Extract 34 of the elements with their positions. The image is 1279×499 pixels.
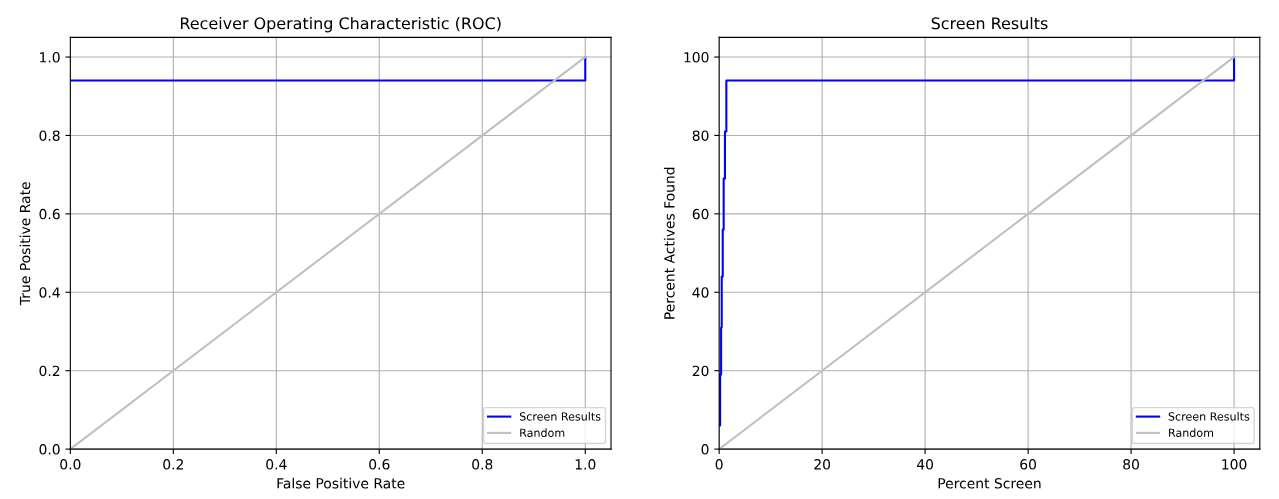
x-tick-label: 20 [814, 459, 831, 470]
x-tick-label: 0.0 [60, 459, 81, 470]
x-axis-title: Percent Screen [938, 478, 1041, 489]
x-tick-label: 40 [916, 459, 934, 470]
chart-title: Receiver Operating Characteristic (ROC) [180, 16, 501, 33]
x-tick-label: 0.8 [472, 459, 493, 470]
y-tick-label: 0.6 [39, 208, 60, 220]
x-axis-title: False Positive Rate [277, 477, 405, 489]
x-tick-label: 0.4 [266, 459, 287, 470]
y-tick-label: 60 [692, 208, 709, 220]
y-axis-title: True Positive Rate [19, 182, 31, 306]
y-tick-label: 0 [701, 444, 709, 455]
x-tick-label: 60 [1020, 459, 1037, 470]
x-tick-label: 1.0 [575, 459, 596, 470]
legend-label: Screen Results [519, 412, 601, 421]
y-axis-title: Percent Actives Found [663, 167, 675, 319]
x-tick-label: 100 [1222, 459, 1247, 470]
y-tick-label: 0.8 [39, 130, 60, 141]
x-tick-label: 0 [715, 459, 723, 470]
x-tick-label: 0.6 [369, 459, 390, 470]
x-tick-label: 0.2 [163, 459, 183, 470]
y-tick-label: 1.0 [40, 52, 60, 63]
y-tick-label: 0.2 [39, 365, 60, 377]
legend-label: Screen Results [1168, 412, 1250, 421]
y-tick-label: 100 [684, 52, 709, 63]
y-tick-label: 0.4 [39, 287, 60, 298]
y-tick-label: 80 [692, 130, 709, 141]
chart-title: Screen Results [931, 16, 1048, 30]
legend-label: Random [1169, 428, 1214, 437]
legend-label: Random [520, 428, 565, 437]
y-tick-label: 40 [692, 287, 709, 298]
y-tick-label: 0.0 [39, 444, 60, 455]
x-tick-label: 80 [1123, 459, 1139, 470]
y-tick-label: 20 [692, 365, 709, 377]
